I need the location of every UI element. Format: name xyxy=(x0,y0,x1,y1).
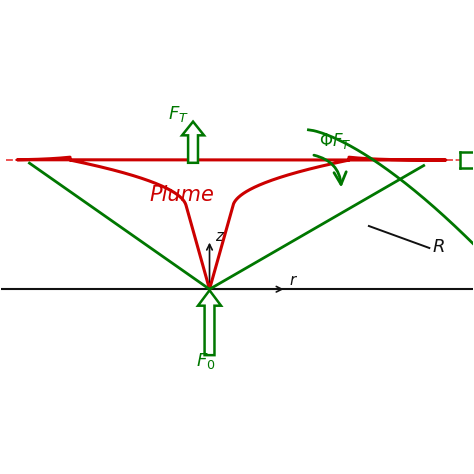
FancyArrow shape xyxy=(182,122,204,163)
FancyArrow shape xyxy=(198,290,221,355)
Text: $F_0$: $F_0$ xyxy=(196,351,215,371)
Text: Plume: Plume xyxy=(149,185,214,205)
Text: $z$: $z$ xyxy=(215,229,225,244)
Text: $F_T$: $F_T$ xyxy=(168,104,189,124)
Text: R: R xyxy=(432,238,445,256)
Text: $\Phi F_T$: $\Phi F_T$ xyxy=(319,131,352,151)
Text: $r$: $r$ xyxy=(289,273,298,288)
